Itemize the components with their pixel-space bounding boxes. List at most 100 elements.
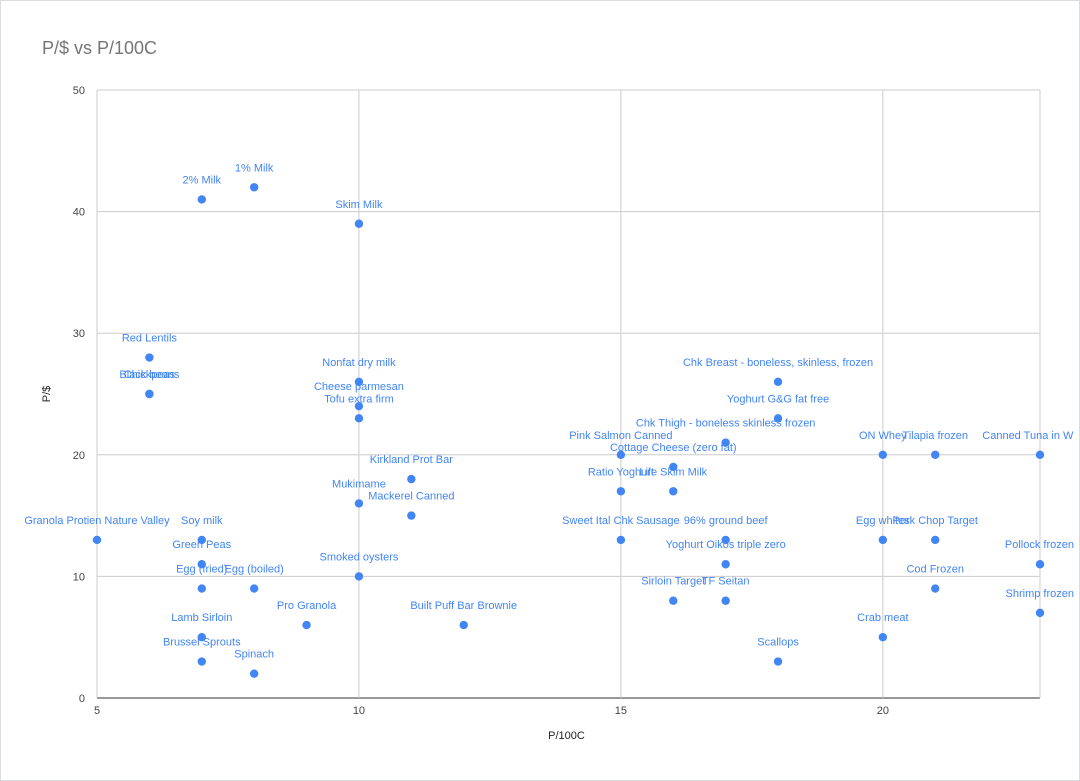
data-label: 1% Milk (235, 162, 274, 174)
data-label: Granola Protien Nature Valley (24, 515, 170, 527)
data-point (1035, 560, 1045, 569)
data-point (249, 669, 259, 678)
data-point (878, 633, 888, 642)
data-label: Sweet Ital Chk Sausage (562, 515, 679, 527)
y-axis-label: P/$ (41, 386, 53, 403)
data-point (354, 219, 364, 228)
data-point (302, 620, 311, 630)
data-point (773, 657, 783, 666)
data-point (721, 438, 730, 447)
data-point (616, 535, 626, 545)
x-tick-label: 15 (615, 705, 627, 717)
data-label: Spinach (234, 649, 274, 661)
data-point (354, 572, 364, 581)
data-label: Pollock frozen (1005, 539, 1074, 551)
y-tick-label: 50 (73, 85, 85, 97)
data-label: TF Seitan (702, 576, 750, 588)
data-label: Egg (boiled) (225, 564, 284, 576)
data-label: Pork Chop Target (893, 515, 978, 527)
data-label: Shrimp frozen (1006, 588, 1074, 600)
data-point (616, 487, 626, 496)
data-label: Smoked oysters (320, 551, 399, 563)
data-point (669, 596, 678, 605)
data-label: ON Whey (859, 430, 907, 442)
data-label: Red Lentils (122, 333, 178, 345)
data-point (92, 535, 102, 545)
data-point (197, 535, 206, 545)
y-tick-label: 30 (73, 328, 85, 340)
grid-layer (96, 89, 1041, 699)
data-label: Mukimame (332, 478, 386, 490)
data-point (249, 183, 259, 192)
data-point (931, 584, 940, 593)
data-point (197, 657, 206, 666)
data-point (773, 377, 783, 387)
data-label: Canned Tuna in W (982, 430, 1074, 442)
data-label: Chk Thigh - boneless skinless frozen (636, 418, 816, 430)
data-label: Brussel Sprouts (163, 637, 241, 649)
data-label: Pink Salmon Canned (569, 430, 672, 442)
label-layer: 2% Milk 1% Milk Skim Milk Red Lentils Chickp… (24, 162, 1074, 660)
data-point (878, 535, 888, 545)
data-point (669, 462, 678, 472)
y-tick-label: 40 (73, 207, 85, 219)
data-label: Sirloin Target (641, 576, 705, 588)
data-point (197, 584, 206, 593)
data-point (459, 620, 468, 630)
x-tick-label: 10 (353, 705, 365, 717)
data-point (354, 401, 364, 411)
data-label: Cheese parmesan (314, 381, 404, 393)
data-point (616, 450, 626, 459)
data-label: 96% ground beef (684, 515, 769, 527)
point-layer (92, 183, 1045, 678)
data-label: Tilapia frozen (902, 430, 968, 442)
data-label: Egg (fried) (176, 564, 227, 576)
data-point (354, 377, 364, 387)
data-label: Mackerel Canned (368, 491, 454, 503)
data-point (354, 414, 364, 423)
y-tick-label: 20 (73, 450, 85, 462)
data-label: Life Skim Milk (639, 466, 707, 478)
data-point (197, 633, 206, 642)
data-label: Tofu extra firm (324, 393, 394, 405)
data-label: Lamb Sirloin (171, 612, 232, 624)
data-label: Built Puff Bar Brownie (410, 600, 517, 612)
y-tick-label: 0 (79, 693, 85, 705)
data-label: Kirkland Prot Bar (370, 454, 453, 466)
x-tick-label: 5 (94, 705, 100, 717)
data-point (1035, 608, 1045, 618)
data-label: Egg whites (856, 515, 910, 527)
data-label: Cod Frozen (906, 564, 963, 576)
data-point (197, 560, 206, 569)
data-label: Chickpeas (124, 369, 176, 381)
data-label: Yoghurt G&G fat free (727, 393, 829, 405)
data-label: 2% Milk (183, 174, 222, 186)
data-point (407, 511, 416, 520)
data-point (145, 389, 154, 399)
data-point (669, 487, 678, 496)
data-label: Soy milk (181, 515, 223, 527)
data-point (721, 560, 730, 569)
chart-title: P/$ vs P/100C (42, 38, 158, 58)
data-point (721, 596, 730, 605)
data-point (721, 535, 730, 545)
data-label: Nonfat dry milk (322, 357, 396, 369)
data-point (931, 535, 940, 545)
data-point (878, 450, 888, 459)
data-point (1035, 450, 1045, 459)
data-point (354, 499, 364, 508)
y-tick-label: 10 (73, 571, 85, 583)
data-label: Yoghurt Oikos triple zero (666, 539, 786, 551)
data-point (249, 584, 259, 593)
data-label: Crab meat (857, 612, 908, 624)
x-axis-label: P/100C (548, 730, 585, 742)
data-label: Skim Milk (335, 199, 383, 211)
data-point (931, 450, 940, 459)
tick-layer: 0 10 20 30 40 50 5 10 15 20 (73, 85, 889, 717)
data-point (407, 474, 416, 484)
data-label: Black beans (119, 369, 179, 381)
data-point (197, 195, 206, 204)
data-label: Ratio Yoghurt (588, 466, 654, 478)
